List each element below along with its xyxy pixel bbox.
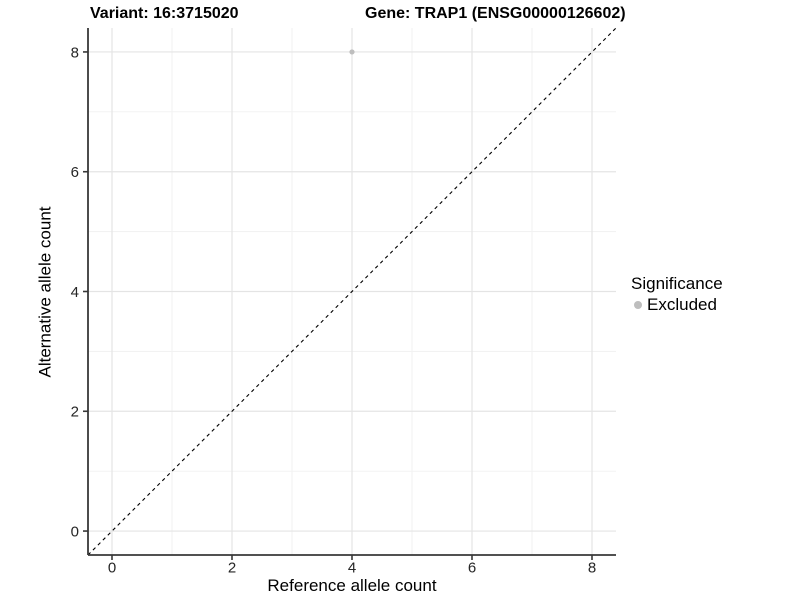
- legend-key-circle-icon: [634, 301, 642, 309]
- y-tick-label: 0: [71, 523, 79, 540]
- legend-title: Significance: [631, 274, 723, 293]
- plot-title-variant: Variant: 16:3715020: [90, 5, 239, 22]
- legend-item-excluded: Excluded: [634, 295, 723, 314]
- plot-panel: 0 2 4 6 8 0 2 4 6 8: [71, 27, 617, 577]
- data-point-excluded: [349, 49, 355, 55]
- y-tick-label: 6: [71, 164, 79, 181]
- x-tick-label: 6: [468, 560, 476, 577]
- legend-items: Excluded: [631, 295, 723, 314]
- identity-reference-line: [87, 27, 617, 556]
- legend: Significance Excluded: [631, 274, 723, 314]
- legend-item-label: Excluded: [647, 295, 717, 314]
- y-axis-title-wrap: Alternative allele count: [28, 28, 64, 555]
- y-tick-label: 8: [71, 44, 79, 61]
- x-tick-label: 4: [348, 560, 356, 577]
- y-axis-title: Alternative allele count: [36, 205, 56, 378]
- x-tick-label: 8: [588, 560, 596, 577]
- y-tick-label: 4: [71, 284, 79, 301]
- x-axis-title: Reference allele count: [267, 576, 437, 595]
- x-tick-label: 0: [108, 560, 116, 577]
- y-tick-label: 2: [71, 404, 79, 421]
- x-tick-label: 2: [228, 560, 236, 577]
- plot-title-gene: Gene: TRAP1 (ENSG00000126602): [365, 5, 626, 22]
